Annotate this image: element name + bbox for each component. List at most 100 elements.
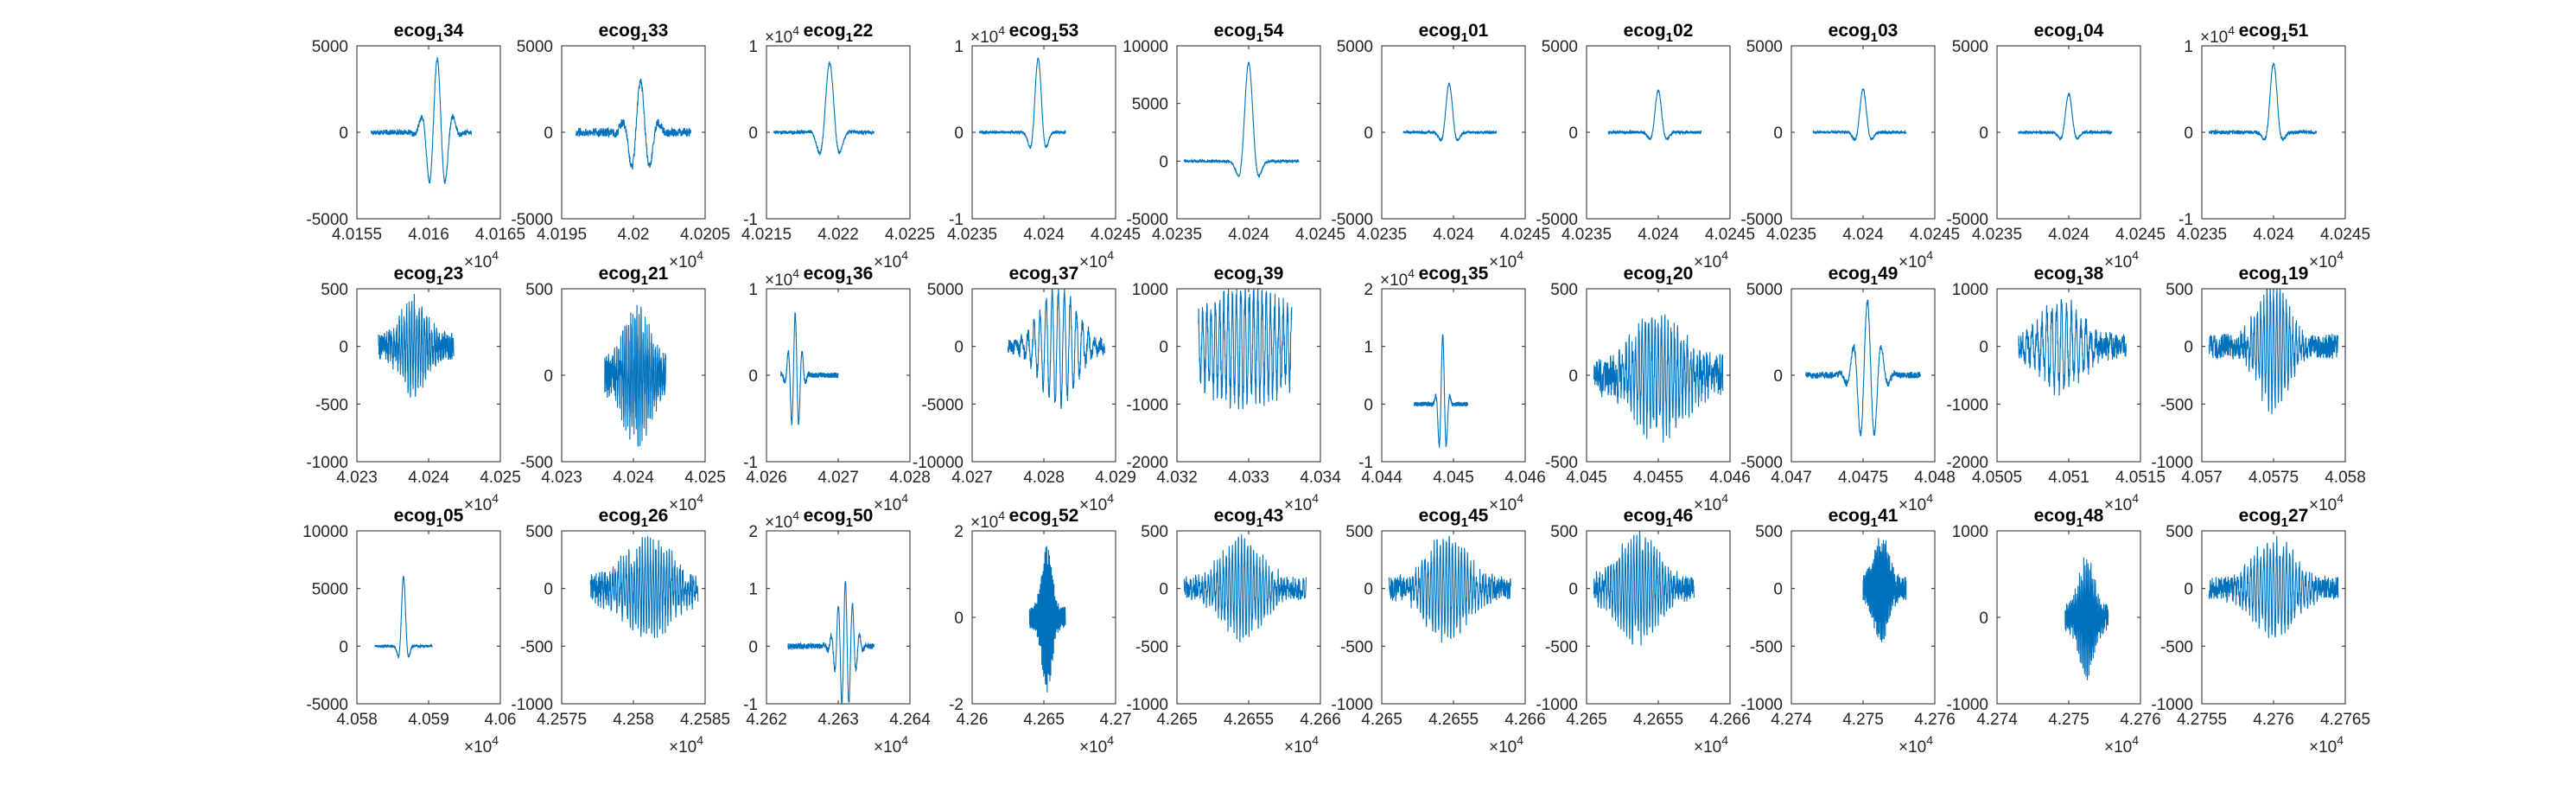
x-exponent-value: 4 <box>1312 491 1319 505</box>
signal-trace <box>378 293 455 398</box>
y-tick-label: 5000 <box>927 281 964 299</box>
subplot-title: ecog145 <box>1419 506 1489 530</box>
y-tick-label: 5000 <box>517 38 553 56</box>
x-tick-label: 4.024 <box>1842 226 1884 244</box>
title-suffix: 33 <box>648 21 668 41</box>
x-tick-label: 4.046 <box>1709 469 1751 487</box>
x-tick-label: 4.0245 <box>1705 226 1755 244</box>
x-tick-label: 4.2655 <box>1428 711 1479 729</box>
title-base: ecog <box>1829 506 1871 526</box>
subplot-title: ecog136 <box>804 264 874 288</box>
x-exponent-value: 4 <box>1107 248 1114 262</box>
x-tick-label: 4.0575 <box>2248 469 2299 487</box>
title-base: ecog <box>1214 264 1256 284</box>
title-base: ecog <box>1829 264 1871 284</box>
x-tick-label: 4.0235 <box>2177 226 2227 244</box>
x-tick-label: 4.263 <box>817 711 859 729</box>
y-tick-label: 0 <box>1773 125 1783 143</box>
title-subscript: 1 <box>436 515 443 530</box>
title-base: ecog <box>1009 21 1052 41</box>
subplot-panel: 4.026 4.027 4.028-101×104×104 ecog136 <box>743 264 931 514</box>
x-exponent-value: 4 <box>696 491 703 505</box>
x-tick-label: 4.016 <box>408 226 449 244</box>
title-base: ecog <box>2034 21 2077 41</box>
x-exponent-value: 4 <box>1721 248 1728 262</box>
x-tick-label: 4.0225 <box>885 226 935 244</box>
title-subscript: 1 <box>1052 273 1059 288</box>
y-tick-label: 500 <box>525 281 553 299</box>
title-base: ecog <box>804 264 846 284</box>
x-tick-label: 4.048 <box>1914 469 1956 487</box>
x-tick-label: 4.024 <box>2048 226 2089 244</box>
y-tick-label: -500 <box>1135 638 1168 656</box>
x-tick-label: 4.046 <box>1504 469 1546 487</box>
x-tick-label: 4.0505 <box>1972 469 2022 487</box>
y-tick-label: -10000 <box>913 454 964 472</box>
title-suffix: 43 <box>1263 506 1283 526</box>
subplot-panel: 4.2575 4.258 4.2585-1000-5000500×104ecog12… <box>511 506 730 757</box>
y-tick-label: 1000 <box>1132 281 1168 299</box>
x-tick-label: 4.0235 <box>1357 226 1407 244</box>
subplot-panel: 4.0235 4.024 4.0245-101×104×104 ecog151 <box>2177 21 2370 271</box>
x-exponent-value: 4 <box>696 733 703 747</box>
title-suffix: 46 <box>1673 506 1693 526</box>
x-tick-label: 4.027 <box>817 469 859 487</box>
x-tick-label: 4.275 <box>1842 711 1884 729</box>
y-exponent-value: 4 <box>792 23 799 37</box>
x-exponent-value: 4 <box>2132 491 2139 505</box>
y-tick-label: -500 <box>520 454 553 472</box>
y-tick-label: 5000 <box>1952 38 1988 56</box>
x-tick-label: 4.033 <box>1228 469 1269 487</box>
title-base: ecog <box>1419 21 1461 41</box>
signal-trace <box>2064 557 2109 680</box>
signal-trace <box>787 580 875 705</box>
x-tick-label: 4.276 <box>2253 711 2294 729</box>
subplot-title: ecog123 <box>394 264 464 288</box>
x-tick-label: 4.059 <box>408 711 449 729</box>
title-suffix: 53 <box>1059 21 1078 41</box>
y-tick-label: 0 <box>1979 125 1988 143</box>
y-tick-label: 500 <box>2166 523 2193 541</box>
x-tick-label: 4.264 <box>889 711 931 729</box>
title-base: ecog <box>1624 21 1666 41</box>
title-base: ecog <box>2239 264 2281 284</box>
x-tick-label: 4.047 <box>1771 469 1812 487</box>
signal-trace <box>1007 288 1106 410</box>
x-exponent-value: 4 <box>1312 733 1319 747</box>
subplot-title: ecog101 <box>1419 21 1489 45</box>
x-tick-label: 4.023 <box>336 469 378 487</box>
y-tick-label: -500 <box>2160 396 2193 414</box>
x-tick-label: 4.0245 <box>2320 226 2370 244</box>
y-tick-label: 0 <box>2184 581 2193 599</box>
title-suffix: 02 <box>1673 21 1693 41</box>
signal-trace <box>1402 81 1498 143</box>
title-subscript: 1 <box>1871 30 1878 45</box>
y-tick-label: -1 <box>1358 454 1373 472</box>
subplot-title: ecog119 <box>2239 264 2309 288</box>
x-tick-label: 4.028 <box>889 469 931 487</box>
x-tick-label: 4.0205 <box>680 226 730 244</box>
title-subscript: 1 <box>1461 273 1468 288</box>
signal-trace <box>371 57 473 184</box>
x-tick-label: 4.027 <box>951 469 993 487</box>
y-tick-label: -1 <box>2178 211 2193 229</box>
y-tick-label: 10000 <box>302 523 348 541</box>
y-tick-label: 5000 <box>1337 38 1373 56</box>
title-suffix: 41 <box>1878 506 1899 526</box>
x-tick-label: 4.262 <box>746 711 787 729</box>
x-tick-label: 4.0195 <box>537 226 587 244</box>
subplot-title: ecog133 <box>599 21 669 45</box>
y-tick-label: -2 <box>949 696 964 714</box>
y-tick-label: -5000 <box>306 696 348 714</box>
x-tick-label: 4.024 <box>1638 226 1679 244</box>
x-tick-label: 4.0515 <box>2115 469 2166 487</box>
y-tick-label: 1 <box>748 281 758 299</box>
y-tick-label: -1000 <box>2151 454 2193 472</box>
x-tick-label: 4.032 <box>1156 469 1198 487</box>
signal-trace <box>780 312 839 427</box>
signal-trace <box>1593 530 1695 646</box>
x-tick-label: 4.057 <box>2181 469 2223 487</box>
